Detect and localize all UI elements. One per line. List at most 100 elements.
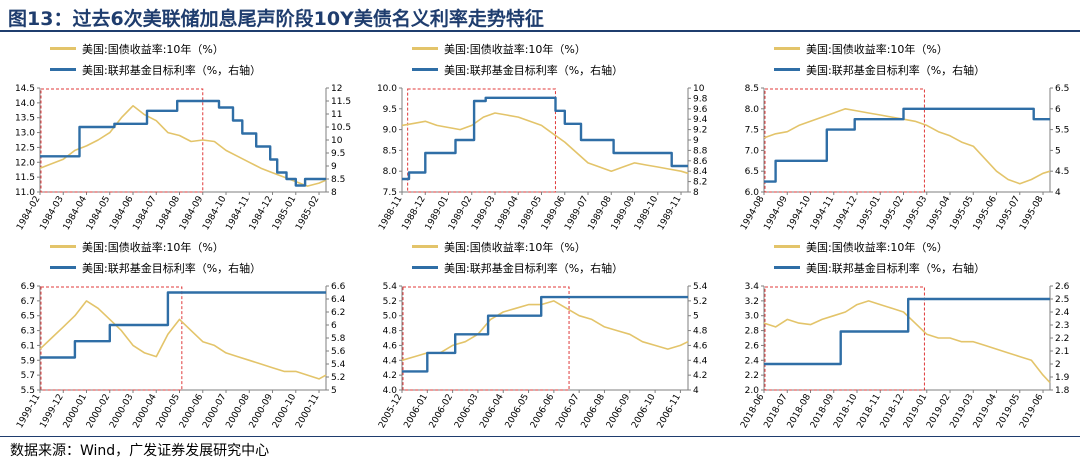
legend-label: 美国:国债收益率:10年（%） bbox=[82, 240, 224, 254]
right-tick-label: 8 bbox=[331, 188, 337, 198]
left-tick-label: 12.0 bbox=[15, 158, 35, 168]
footer-divider bbox=[0, 436, 1080, 437]
chart-panel-1989: 美国:国债收益率:10年（%） 美国:联邦基金目标利率（%，右轴） 7.5 8.0 8.… bbox=[362, 38, 718, 243]
legend-item: 美国:联邦基金目标利率（%，右轴） bbox=[774, 257, 985, 278]
right-tick-label: 1.9 bbox=[1055, 373, 1070, 383]
legend: 美国:国债收益率:10年（%） 美国:联邦基金目标利率（%，右轴） bbox=[412, 236, 623, 278]
x-tick-label: 2005-12 bbox=[377, 393, 404, 431]
right-tick-label: 5.2 bbox=[693, 297, 707, 307]
legend-swatch bbox=[412, 266, 438, 269]
highlight-box bbox=[40, 88, 204, 193]
right-tick-label: 9.8 bbox=[693, 94, 708, 104]
legend: 美国:国债收益率:10年（%） 美国:联邦基金目标利率（%，右轴） bbox=[50, 236, 261, 278]
x-tick-label: 2000-11 bbox=[294, 393, 321, 431]
highlight-box bbox=[764, 286, 925, 391]
left-tick-label: 3.4 bbox=[745, 282, 760, 292]
x-tick-label: 2019-06 bbox=[1018, 392, 1046, 430]
highlight-box bbox=[402, 286, 570, 391]
right-tick-label: 5 bbox=[1055, 146, 1061, 156]
right-tick-label: 9.5 bbox=[331, 149, 345, 159]
left-tick-label: 7.0 bbox=[745, 146, 760, 156]
right-tick-label: 5.4 bbox=[331, 360, 346, 370]
right-tick-label: 2.3 bbox=[1055, 321, 1069, 331]
x-tick-label: 1985-02 bbox=[294, 195, 321, 233]
x-tick-label: 2006-10 bbox=[630, 392, 658, 430]
x-tick-label: 2006-02 bbox=[428, 393, 455, 431]
left-tick-label: 12.5 bbox=[15, 143, 35, 153]
left-tick-label: 8.0 bbox=[745, 105, 760, 115]
right-tick-label: 10 bbox=[693, 84, 705, 94]
legend-label: 美国:联邦基金目标利率（%，右轴） bbox=[82, 261, 262, 275]
right-tick-label: 2 bbox=[1055, 360, 1061, 370]
x-tick-label: 2006-06 bbox=[529, 392, 557, 430]
legend-swatch bbox=[412, 245, 438, 248]
legend-label: 美国:联邦基金目标利率（%，右轴） bbox=[82, 63, 262, 77]
right-tick-label: 11 bbox=[331, 110, 342, 120]
treasury-yield-line bbox=[401, 300, 689, 362]
right-tick-label: 5.4 bbox=[693, 282, 708, 292]
left-tick-label: 5.7 bbox=[21, 371, 35, 381]
legend-swatch bbox=[774, 68, 800, 71]
right-tick-label: 9 bbox=[693, 136, 699, 146]
right-tick-label: 2.6 bbox=[1055, 282, 1070, 292]
right-tick-label: 4.5 bbox=[1055, 167, 1069, 177]
chart-svg: 2.0 2.2 2.4 2.6 2.8 3.0 3.2 3.4 1.8 1.9 2 2.1 2.2 2.3… bbox=[739, 282, 1070, 430]
chart-panel-1984: 美国:国债收益率:10年（%） 美国:联邦基金目标利率（%，右轴） 11.0 11.5… bbox=[0, 38, 356, 243]
left-tick-label: 2.0 bbox=[745, 386, 760, 396]
title-bar: 图13：过去6次美联储加息尾声阶段10Y美债名义利率走势特征 bbox=[0, 0, 1080, 32]
right-tick-label: 2.2 bbox=[1055, 334, 1069, 344]
right-tick-label: 6.6 bbox=[331, 282, 346, 292]
title-underline bbox=[0, 30, 1080, 32]
fed-funds-rate-line bbox=[764, 297, 1050, 366]
right-tick-label: 2.5 bbox=[1055, 295, 1069, 305]
left-tick-label: 5.5 bbox=[21, 386, 35, 396]
x-tick-label: 2006-03 bbox=[453, 393, 480, 431]
right-tick-label: 10.5 bbox=[331, 123, 351, 133]
legend-swatch bbox=[774, 47, 800, 50]
left-tick-label: 5.0 bbox=[383, 312, 398, 322]
legend-item: 美国:联邦基金目标利率（%，右轴） bbox=[50, 59, 261, 80]
right-tick-label: 4.8 bbox=[693, 327, 708, 337]
right-tick-label: 4 bbox=[1055, 188, 1061, 198]
x-tick-label: 2006-07 bbox=[554, 393, 581, 431]
left-tick-label: 5.4 bbox=[383, 282, 398, 292]
right-tick-label: 2.1 bbox=[1055, 347, 1069, 357]
legend: 美国:国债收益率:10年（%） 美国:联邦基金目标利率（%，右轴） bbox=[774, 38, 985, 80]
right-tick-label: 5.6 bbox=[331, 347, 346, 357]
x-tick-label: 1995-08 bbox=[1018, 194, 1046, 232]
right-tick-label: 8.5 bbox=[331, 175, 345, 185]
legend-swatch bbox=[50, 47, 76, 50]
left-tick-label: 11.0 bbox=[15, 188, 35, 198]
chart-panel-2019: 美国:国债收益率:10年（%） 美国:联邦基金目标利率（%，右轴） 2.0 2.2 2.… bbox=[724, 236, 1080, 441]
fed-funds-rate-line bbox=[40, 99, 326, 187]
right-tick-label: 5.5 bbox=[1055, 126, 1069, 136]
left-tick-label: 7.5 bbox=[383, 188, 397, 198]
left-tick-label: 8.5 bbox=[383, 146, 397, 156]
left-tick-label: 7.5 bbox=[745, 126, 759, 136]
legend-item: 美国:国债收益率:10年（%） bbox=[412, 38, 623, 59]
left-tick-label: 8.5 bbox=[745, 84, 759, 94]
legend-item: 美国:国债收益率:10年（%） bbox=[774, 236, 985, 257]
left-tick-label: 10.0 bbox=[377, 84, 397, 94]
legend-item: 美国:联邦基金目标利率（%，右轴） bbox=[412, 257, 623, 278]
treasury-yield-line bbox=[401, 112, 689, 175]
x-tick-label: 1989-11 bbox=[656, 195, 683, 233]
left-tick-label: 6.0 bbox=[745, 188, 760, 198]
right-tick-label: 8.4 bbox=[693, 167, 708, 177]
legend: 美国:国债收益率:10年（%） 美国:联邦基金目标利率（%，右轴） bbox=[412, 38, 623, 80]
treasury-yield-line bbox=[39, 300, 327, 380]
left-tick-label: 8.0 bbox=[383, 167, 398, 177]
legend-swatch bbox=[50, 266, 76, 269]
legend-swatch bbox=[412, 68, 438, 71]
x-tick-label: 2006-11 bbox=[656, 393, 683, 431]
right-tick-label: 9 bbox=[331, 162, 337, 172]
right-tick-label: 8.8 bbox=[693, 146, 708, 156]
legend-swatch bbox=[412, 47, 438, 50]
legend-label: 美国:国债收益率:10年（%） bbox=[444, 240, 586, 254]
right-tick-label: 9.2 bbox=[693, 126, 707, 136]
right-tick-label: 6.4 bbox=[331, 295, 346, 305]
legend-item: 美国:国债收益率:10年（%） bbox=[774, 38, 985, 59]
legend-swatch bbox=[50, 245, 76, 248]
right-tick-label: 6 bbox=[1055, 105, 1061, 115]
left-tick-label: 9.5 bbox=[383, 105, 397, 115]
